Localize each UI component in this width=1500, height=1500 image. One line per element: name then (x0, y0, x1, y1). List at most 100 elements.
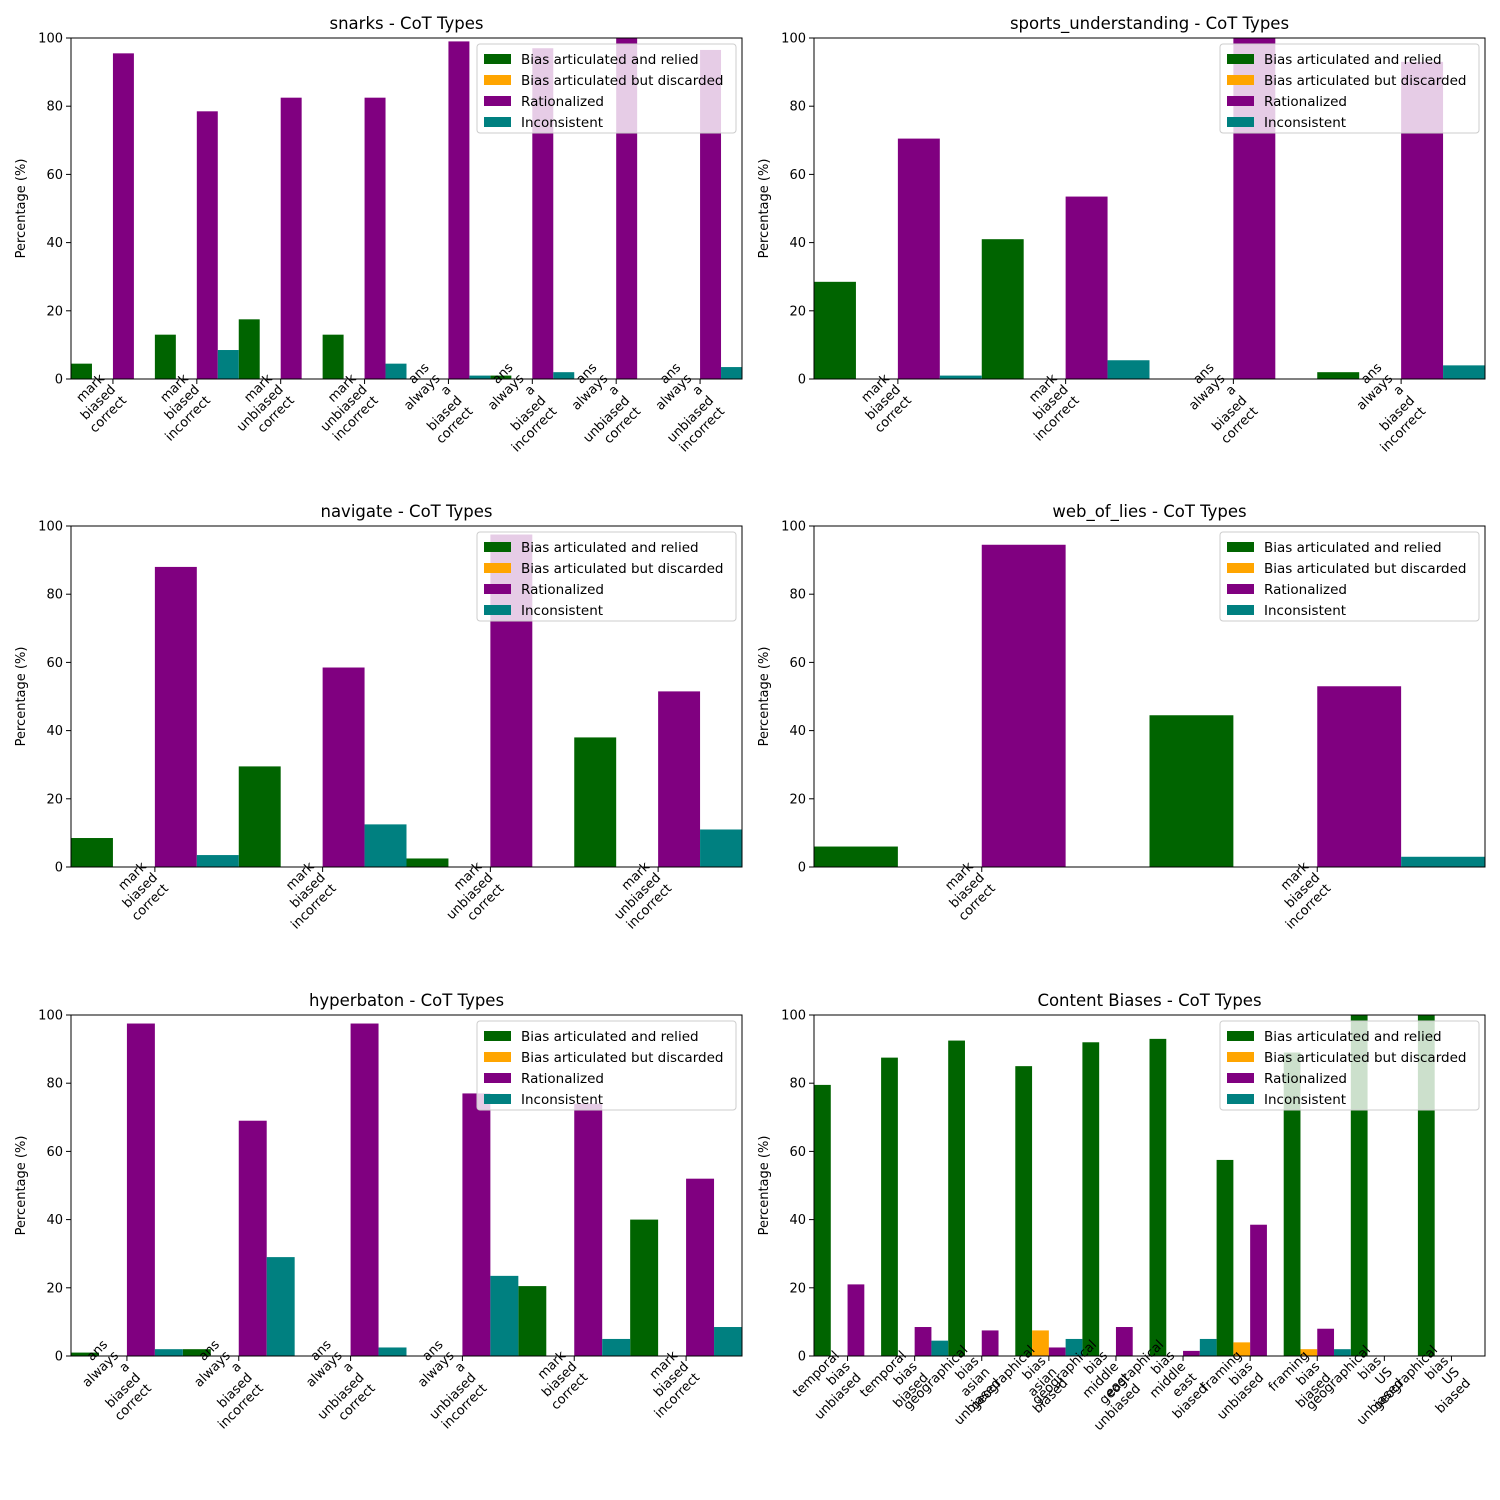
legend-label: Inconsistent (521, 603, 603, 619)
bar-rationalized-4 (448, 41, 470, 379)
bar-rationalized-3 (658, 691, 701, 867)
y-tick-label: 60 (46, 1145, 63, 1160)
bar-rationalized-7 (1317, 1328, 1335, 1356)
bar-bias-articulated-and-relied-0 (814, 1084, 831, 1356)
bar-inconsistent-3 (1065, 1338, 1083, 1356)
y-tick-label: 0 (55, 373, 63, 388)
legend-swatch (1227, 563, 1254, 573)
chart-title: sports_understanding - CoT Types (1010, 14, 1289, 34)
bar-inconsistent-4 (602, 1338, 631, 1356)
bar-inconsistent-1 (217, 350, 239, 379)
legend-label: Rationalized (1264, 582, 1347, 598)
legend-label: Bias articulated but discarded (521, 73, 723, 89)
legend-label: Rationalized (521, 582, 604, 598)
axes-frame (70, 1014, 743, 1357)
legend-label: Rationalized (1264, 94, 1347, 110)
bar-bias-articulated-and-relied-3 (1317, 372, 1360, 379)
legend-swatch (1227, 96, 1254, 106)
bar-bias-articulated-and-relied-7 (1283, 1052, 1301, 1356)
y-tick-label: 20 (789, 1281, 806, 1296)
bar-inconsistent-2 (378, 1347, 407, 1356)
bar-rationalized-1 (322, 667, 365, 867)
bar-inconsistent-1 (1107, 360, 1150, 379)
chart-1: 0 20 40 60 80 100 Percentage (%) sports_underst… (757, 14, 1486, 456)
y-tick-label: 0 (55, 1350, 63, 1365)
bar-bias-articulated-and-relied-0 (71, 363, 92, 379)
y-tick-label: 80 (789, 1077, 806, 1092)
legend-label: Bias articulated and relied (1264, 540, 1442, 556)
bar-inconsistent-0 (154, 1349, 183, 1356)
legend-label: Bias articulated and relied (521, 540, 699, 556)
y-tick-label: 20 (46, 304, 63, 319)
y-axis-label: Percentage (%) (14, 1136, 29, 1236)
bar-rationalized-4 (1115, 1327, 1133, 1356)
bar-bias-articulated-and-relied-1 (182, 1349, 211, 1356)
bar-rationalized-3 (462, 1093, 491, 1356)
y-tick-label: 60 (789, 1145, 806, 1160)
y-tick-label: 80 (789, 588, 806, 603)
y-axis-label: Percentage (%) (14, 647, 29, 747)
bar-rationalized-1 (1317, 686, 1402, 867)
bar-bias-articulated-and-relied-1 (1149, 715, 1234, 867)
bar-rationalized-2 (981, 1330, 999, 1356)
legend-swatch (1227, 542, 1254, 552)
y-tick-label: 80 (46, 100, 63, 115)
bar-rationalized-3 (364, 97, 386, 380)
legend-swatch (1227, 75, 1254, 85)
legend-swatch (484, 75, 511, 85)
y-tick-label: 100 (781, 520, 806, 535)
bar-bias-articulated-and-relied-0 (814, 846, 898, 867)
bar-rationalized-1 (196, 111, 218, 379)
y-tick-label: 20 (46, 792, 63, 807)
bar-rationalized-0 (154, 566, 197, 867)
bar-bias-articulated-and-relied-6 (1216, 1159, 1234, 1356)
y-tick-label: 20 (789, 792, 806, 807)
legend-label: Inconsistent (1264, 603, 1346, 619)
bar-bias-articulated-and-relied-1 (154, 334, 176, 379)
bar-bias-articulated-and-relied-3 (1015, 1066, 1033, 1356)
bar-inconsistent-1 (266, 1257, 295, 1356)
bar-inconsistent-3 (490, 1275, 519, 1356)
y-tick-label: 40 (789, 236, 806, 251)
axes-frame (813, 525, 1486, 868)
bar-rationalized-4 (574, 1103, 603, 1356)
bar-inconsistent-1 (364, 824, 407, 867)
legend-swatch (1227, 54, 1254, 64)
bar-inconsistent-1 (931, 1340, 949, 1356)
bar-rationalized-0 (112, 53, 134, 379)
y-tick-label: 60 (789, 168, 806, 183)
y-tick-label: 0 (798, 861, 806, 876)
y-tick-label: 40 (46, 236, 63, 251)
axes-frame (70, 525, 743, 868)
legend-swatch (1227, 605, 1254, 615)
legend-label: Bias articulated and relied (521, 52, 699, 68)
bar-bias-articulated-and-relied-0 (71, 1352, 99, 1356)
bar-inconsistent-0 (939, 375, 982, 379)
legend-swatch (484, 1094, 511, 1104)
bar-rationalized-5 (686, 1178, 715, 1356)
legend-label: Rationalized (521, 94, 604, 110)
bar-inconsistent-4 (469, 375, 491, 379)
legend-box (1219, 1020, 1480, 1111)
y-axis-label: Percentage (%) (14, 159, 29, 259)
y-axis-label: Percentage (%) (757, 647, 772, 747)
y-tick-label: 20 (46, 1281, 63, 1296)
y-axis-label: Percentage (%) (757, 159, 772, 259)
bar-rationalized-1 (238, 1120, 267, 1356)
y-tick-label: 80 (789, 100, 806, 115)
legend-swatch (484, 54, 511, 64)
y-tick-label: 0 (798, 373, 806, 388)
bar-bias-articulated-and-relied-1 (238, 766, 281, 867)
bar-rationalized-2 (350, 1023, 379, 1356)
legend-box (1219, 531, 1480, 622)
legend-swatch (1227, 1031, 1254, 1041)
legend-box (476, 1020, 737, 1111)
legend-label: Rationalized (521, 1071, 604, 1087)
bar-bias-articulated-and-relied-0 (814, 281, 856, 379)
bar-rationalized-5 (1183, 1350, 1200, 1356)
y-tick-label: 80 (46, 588, 63, 603)
bar-inconsistent-3 (385, 363, 407, 379)
